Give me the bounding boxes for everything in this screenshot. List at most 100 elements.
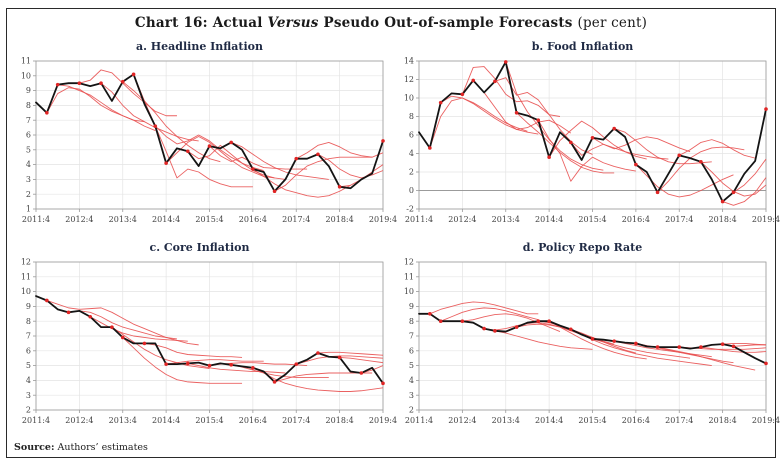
svg-text:2015:4: 2015:4 bbox=[195, 416, 223, 425]
svg-text:3: 3 bbox=[408, 390, 413, 399]
svg-text:2013:4: 2013:4 bbox=[108, 416, 136, 425]
svg-text:3: 3 bbox=[25, 390, 30, 399]
svg-text:10: 10 bbox=[20, 71, 30, 80]
svg-text:2013:4: 2013:4 bbox=[108, 215, 136, 224]
panel-headline-inflation: a. Headline Inflation 1 2 3 4 5 6 7 8 9 10 11 2011:… bbox=[8, 37, 396, 238]
svg-text:11: 11 bbox=[403, 272, 413, 281]
svg-text:2017:4: 2017:4 bbox=[282, 215, 310, 224]
svg-text:2014:4: 2014:4 bbox=[535, 416, 563, 425]
svg-text:2017:4: 2017:4 bbox=[665, 416, 693, 425]
panel-core-inflation: c. Core Inflation 2 3 4 5 6 7 8 9 10 11 12 2011:4 20… bbox=[8, 238, 396, 439]
svg-text:2018:4: 2018:4 bbox=[325, 416, 353, 425]
svg-text:9: 9 bbox=[408, 302, 413, 311]
title-part2: Pseudo Out-of-sample Forecasts bbox=[318, 15, 578, 31]
svg-text:1: 1 bbox=[25, 205, 30, 214]
source-note: Source: Authors’ estimates bbox=[7, 438, 775, 457]
svg-text:2011:4: 2011:4 bbox=[21, 416, 49, 425]
svg-text:2012:4: 2012:4 bbox=[448, 215, 476, 224]
svg-text:2019:4: 2019:4 bbox=[751, 416, 779, 425]
svg-text:6: 6 bbox=[408, 346, 413, 355]
svg-text:2014:4: 2014:4 bbox=[152, 215, 180, 224]
svg-text:8: 8 bbox=[25, 316, 30, 325]
svg-text:4: 4 bbox=[408, 376, 413, 385]
source-text: Authors’ estimates bbox=[54, 442, 148, 453]
figure-frame: Chart 16: Actual Versus Pseudo Out-of-sa… bbox=[6, 8, 780, 458]
policy-repo-rate-chart: 2 3 4 5 6 7 8 9 10 11 12 2011:4 2012:4 2013:4 2014:4 20… bbox=[403, 257, 779, 425]
svg-text:14: 14 bbox=[403, 57, 413, 66]
svg-text:2016:4: 2016:4 bbox=[238, 416, 266, 425]
panel-food-inflation: b. Food Inflation -2 0 2 4 6 8 10 12 14 2011:4 201… bbox=[391, 37, 779, 238]
panel-title-headline: a. Headline Inflation bbox=[135, 40, 264, 53]
svg-text:8: 8 bbox=[408, 112, 413, 121]
svg-text:2011:4: 2011:4 bbox=[404, 416, 432, 425]
svg-text:5: 5 bbox=[25, 361, 30, 370]
svg-text:2015:4: 2015:4 bbox=[195, 215, 223, 224]
svg-text:2012:4: 2012:4 bbox=[448, 416, 476, 425]
panel-grid: a. Headline Inflation 1 2 3 4 5 6 7 8 9 10 11 2011:… bbox=[7, 37, 779, 439]
panel-title-core: c. Core Inflation bbox=[149, 240, 250, 254]
chart-main-title: Chart 16: Actual Versus Pseudo Out-of-sa… bbox=[7, 9, 775, 37]
svg-text:10: 10 bbox=[20, 287, 30, 296]
svg-text:2: 2 bbox=[25, 190, 30, 199]
svg-text:2014:4: 2014:4 bbox=[152, 416, 180, 425]
svg-text:2017:4: 2017:4 bbox=[665, 215, 693, 224]
svg-text:7: 7 bbox=[408, 331, 413, 340]
svg-text:2018:4: 2018:4 bbox=[325, 215, 353, 224]
svg-text:2018:4: 2018:4 bbox=[708, 416, 736, 425]
title-part1: Chart 16: Actual bbox=[134, 15, 268, 31]
svg-text:12: 12 bbox=[403, 75, 413, 84]
svg-text:2012:4: 2012:4 bbox=[65, 416, 93, 425]
svg-text:9: 9 bbox=[25, 86, 30, 95]
svg-text:7: 7 bbox=[25, 331, 30, 340]
svg-text:8: 8 bbox=[25, 101, 30, 110]
svg-text:2016:4: 2016:4 bbox=[621, 416, 649, 425]
svg-text:0: 0 bbox=[408, 186, 413, 195]
svg-text:8: 8 bbox=[408, 316, 413, 325]
svg-text:2019:4: 2019:4 bbox=[751, 215, 779, 224]
svg-text:2016:4: 2016:4 bbox=[238, 215, 266, 224]
headline-inflation-chart: 1 2 3 4 5 6 7 8 9 10 11 2011:4 2012:4 2013:4 2014:4 201… bbox=[20, 57, 396, 224]
svg-text:2019:4: 2019:4 bbox=[368, 215, 396, 224]
svg-text:2016:4: 2016:4 bbox=[621, 215, 649, 224]
svg-text:2017:4: 2017:4 bbox=[282, 416, 310, 425]
svg-text:2014:4: 2014:4 bbox=[535, 215, 563, 224]
svg-text:6: 6 bbox=[408, 131, 413, 140]
svg-text:6: 6 bbox=[25, 346, 30, 355]
panel-title-food: b. Food Inflation bbox=[531, 40, 634, 53]
food-inflation-chart: -2 0 2 4 6 8 10 12 14 2011:4 2012:4 2013:4 2014:4 201… bbox=[403, 57, 779, 224]
svg-text:2012:4: 2012:4 bbox=[65, 215, 93, 224]
svg-text:12: 12 bbox=[403, 257, 413, 266]
source-label: Source: bbox=[14, 442, 55, 453]
svg-text:5: 5 bbox=[408, 361, 413, 370]
svg-text:4: 4 bbox=[25, 160, 30, 169]
panel-policy-repo-rate: d. Policy Repo Rate 2 3 4 5 6 7 8 9 10 11 12 2011:4… bbox=[391, 238, 779, 439]
svg-text:6: 6 bbox=[25, 131, 30, 140]
svg-text:2015:4: 2015:4 bbox=[578, 416, 606, 425]
svg-text:2: 2 bbox=[25, 405, 30, 414]
svg-text:12: 12 bbox=[20, 257, 30, 266]
svg-text:11: 11 bbox=[20, 272, 30, 281]
svg-text:2013:4: 2013:4 bbox=[491, 215, 519, 224]
svg-text:2018:4: 2018:4 bbox=[708, 215, 736, 224]
title-suffix: (per cent) bbox=[577, 15, 648, 31]
svg-text:10: 10 bbox=[403, 287, 413, 296]
svg-text:3: 3 bbox=[25, 175, 30, 184]
svg-text:4: 4 bbox=[25, 376, 30, 385]
core-inflation-chart: 2 3 4 5 6 7 8 9 10 11 12 2011:4 2012:4 2013:4 2014:4 20… bbox=[20, 257, 396, 425]
svg-text:7: 7 bbox=[25, 116, 30, 125]
svg-text:10: 10 bbox=[403, 94, 413, 103]
svg-text:2: 2 bbox=[408, 405, 413, 414]
svg-text:2011:4: 2011:4 bbox=[404, 215, 432, 224]
svg-text:2013:4: 2013:4 bbox=[491, 416, 519, 425]
svg-text:2: 2 bbox=[408, 168, 413, 177]
svg-text:-2: -2 bbox=[406, 205, 414, 214]
title-versus: Versus bbox=[267, 15, 319, 31]
svg-text:11: 11 bbox=[20, 57, 30, 66]
svg-text:2011:4: 2011:4 bbox=[21, 215, 49, 224]
svg-text:5: 5 bbox=[25, 145, 30, 154]
svg-text:2015:4: 2015:4 bbox=[578, 215, 606, 224]
panel-title-repo: d. Policy Repo Rate bbox=[522, 240, 643, 254]
svg-text:4: 4 bbox=[408, 149, 413, 158]
svg-text:9: 9 bbox=[25, 302, 30, 311]
svg-text:2019:4: 2019:4 bbox=[368, 416, 396, 425]
